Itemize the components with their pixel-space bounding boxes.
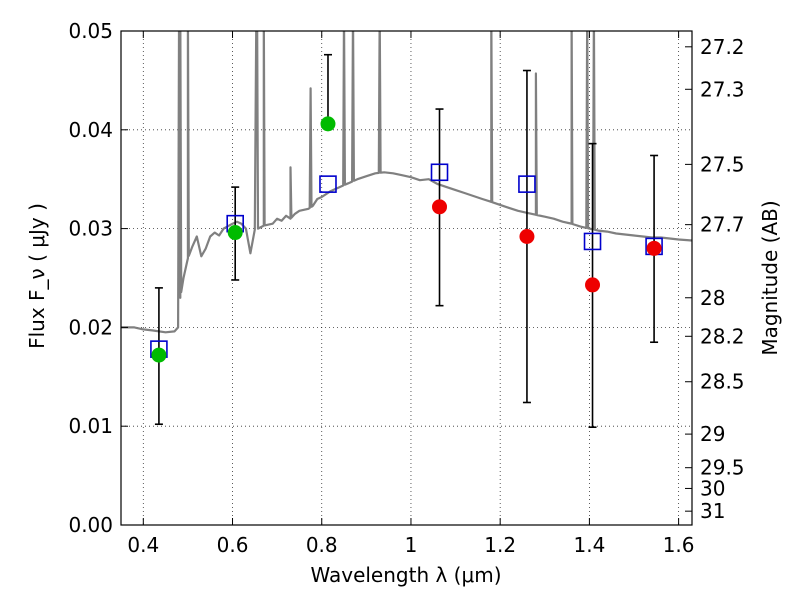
- right-tick-label: 27.7: [700, 213, 745, 237]
- right-tick-label: 27.5: [700, 152, 745, 176]
- green-point-marker: [320, 116, 336, 132]
- x-tick-label: 0.4: [127, 533, 159, 557]
- right-tick-label: 28.2: [700, 324, 745, 348]
- right-tick-label: 29.5: [700, 456, 745, 480]
- x-tick-label: 1.4: [573, 533, 605, 557]
- y-tick-label: 0.01: [68, 414, 113, 438]
- right-tick-label: 29: [700, 422, 725, 446]
- right-tick-label: 28.5: [700, 370, 745, 394]
- x-tick-label: 0.8: [306, 533, 338, 557]
- right-axis-label: Magnitude (AB): [758, 200, 782, 355]
- y-axis-label: Flux F_ν ( μJy ): [25, 203, 49, 349]
- x-tick-label: 1.2: [484, 533, 516, 557]
- right-tick-label: 27.3: [700, 77, 745, 101]
- spectrum-line: [121, 31, 692, 334]
- x-tick-label: 1: [405, 533, 418, 557]
- red-point-marker: [519, 229, 535, 245]
- model-square-marker: [430, 163, 449, 182]
- right-tick-label: 31: [700, 499, 725, 523]
- y-tick-label: 0.04: [68, 118, 113, 142]
- right-tick-label: 27.2: [700, 35, 745, 59]
- green-point-marker: [227, 225, 243, 241]
- right-tick-label: 30: [700, 476, 725, 500]
- error-bars: [154, 53, 659, 428]
- spectrum-group: [121, 31, 692, 334]
- model-square-marker: [583, 232, 602, 251]
- axis-ticks: [121, 30, 692, 526]
- tick-labels: 0.4 0.6 0.8 1 1.2 1.4 1.6 0.00 0.01 0.02 0.03 0.04 0…: [68, 19, 744, 557]
- plot-frame: [120, 30, 693, 526]
- grid: [121, 31, 692, 525]
- red-point-marker: [585, 277, 601, 293]
- model-square-marker: [319, 175, 337, 193]
- y-tick-label: 0.02: [68, 315, 113, 339]
- data-markers: [150, 116, 663, 363]
- right-tick-label: 28: [700, 286, 725, 310]
- red-point-marker: [646, 240, 662, 256]
- x-tick-label: 0.6: [217, 533, 249, 557]
- model-spectrum: [121, 31, 692, 334]
- y-tick-label: 0.03: [68, 217, 113, 241]
- y-tick-label: 0.00: [68, 513, 113, 537]
- model-square-marker: [518, 175, 536, 193]
- x-axis-label: Wavelength λ (μm): [310, 563, 501, 587]
- green-point-marker: [151, 347, 167, 363]
- y-tick-label: 0.05: [68, 19, 113, 43]
- x-tick-label: 1.6: [663, 533, 695, 557]
- red-point-marker: [432, 199, 448, 215]
